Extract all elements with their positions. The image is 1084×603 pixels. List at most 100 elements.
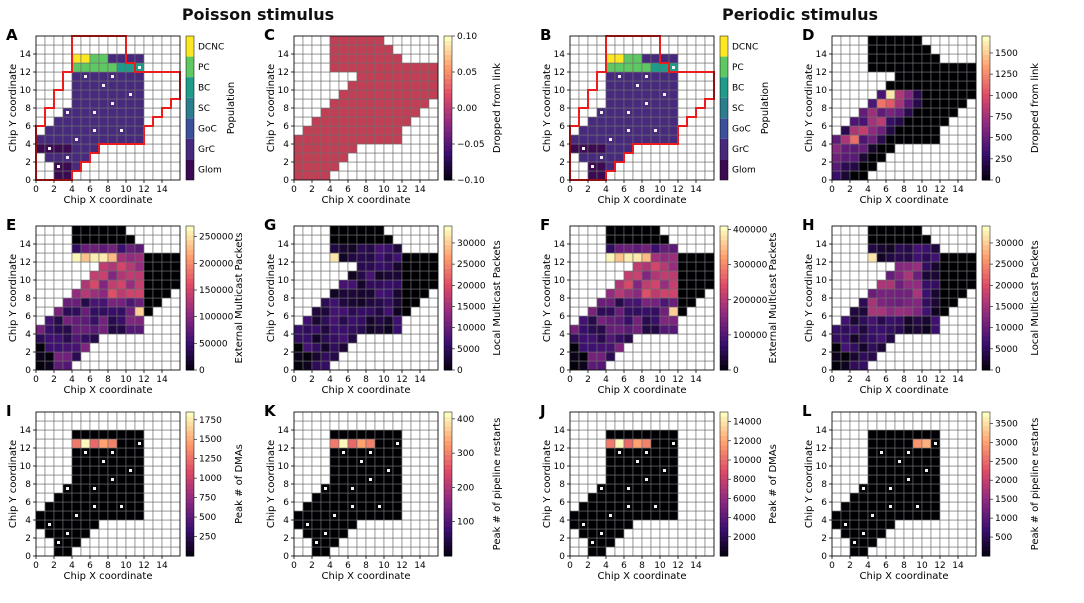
marker-dot [618,75,621,78]
heatmap-cell [53,243,64,254]
heatmap-cell [53,297,64,308]
heatmap-cell [903,501,914,512]
heatmap-cell [641,170,652,181]
heatmap-cell [107,107,118,118]
heatmap-cell [849,225,860,236]
colorbar-segment [720,484,728,490]
heatmap-cell [428,306,439,317]
heatmap-cell [704,438,715,449]
heatmap-cell [134,333,145,344]
heatmap-cell [320,152,331,163]
heatmap-cell [966,546,977,557]
colorbar-segment [982,88,990,95]
y-axis-label: Chip Y coordinate [8,64,19,152]
heatmap-cell [876,261,887,272]
heatmap-cell [53,510,64,521]
heatmap-cell [849,483,860,494]
colorbar-segment [444,93,452,99]
colorbar-segment [720,274,728,280]
heatmap-cell [170,53,181,64]
heatmap-cell [311,333,322,344]
heatmap-cell [912,528,923,539]
colorbar-tick-label: 1250 [199,455,222,465]
heatmap-cell [912,170,923,181]
heatmap-cell [428,456,439,467]
heatmap-cell [392,333,403,344]
heatmap-cell [659,279,670,290]
colorbar-tick-label: SC [198,104,210,114]
heatmap-cell [876,519,887,530]
y-tick-label: 6 [283,498,289,508]
heatmap-cell [858,333,869,344]
heatmap-cell [71,519,82,530]
heatmap-cell [329,53,340,64]
heatmap-cell [686,519,697,530]
heatmap-cell [650,351,661,362]
heatmap-cell [876,89,887,100]
heatmap-cell [80,279,91,290]
colorbar-segment [186,240,194,246]
heatmap-cell [876,116,887,127]
heatmap-cell [659,71,670,82]
heatmap-cell [903,234,914,245]
heatmap-cell [134,225,145,236]
heatmap-cell [35,134,46,145]
heatmap-cell [876,420,887,431]
colorbar-segment [720,421,728,427]
heatmap-cell [401,152,412,163]
heatmap-cell [912,152,923,163]
colorbar-segment [720,474,728,480]
heatmap-cell [885,333,896,344]
heatmap-cell [329,170,340,181]
heatmap-cell [419,143,430,154]
heatmap-cell [921,333,932,344]
heatmap-cell [116,152,127,163]
heatmap-cell [62,351,73,362]
colorbar-segment [720,326,728,333]
heatmap-cell [686,351,697,362]
heatmap-cell [939,288,950,299]
colorbar-segment [186,464,194,471]
y-tick-label: 2 [559,158,565,168]
heatmap-cell [894,483,905,494]
heatmap-cell [107,429,118,440]
heatmap-cell [374,35,385,46]
heatmap-cell [401,324,412,335]
heatmap-cell [578,420,589,431]
heatmap-cell [686,116,697,127]
heatmap-cell [677,170,688,181]
marker-dot [645,451,648,454]
x-tick-label: 4 [327,185,333,195]
heatmap-cell [858,288,869,299]
y-axis-label: Chip Y coordinate [804,64,815,152]
heatmap-cell [704,537,715,548]
heatmap-cell [98,528,109,539]
x-tick-label: 0 [567,185,573,195]
heatmap-cell [641,342,652,353]
heatmap-cell [840,351,851,362]
heatmap-cell [948,125,959,136]
x-tick-label: 6 [621,375,627,385]
heatmap-cell [578,98,589,109]
heatmap-cell [641,125,652,136]
colorbar-segment [982,464,990,471]
x-tick-label: 6 [883,561,889,571]
heatmap-cell [152,492,163,503]
heatmap-cell [311,342,322,353]
marker-dot [627,129,630,132]
marker-dot [636,84,639,87]
heatmap-cell [885,71,896,82]
x-tick-label: 8 [901,375,907,385]
heatmap-cell [885,89,896,100]
heatmap-cell [605,89,616,100]
y-tick-label: 6 [821,312,827,322]
heatmap-cell [383,53,394,64]
heatmap-cell [338,152,349,163]
heatmap-cell [392,411,403,422]
heatmap-cell [858,152,869,163]
heatmap-cell [347,44,358,55]
heatmap-cell [587,261,598,272]
marker-dot [351,505,354,508]
colorbar-segment [186,283,194,289]
heatmap-cell [849,288,860,299]
